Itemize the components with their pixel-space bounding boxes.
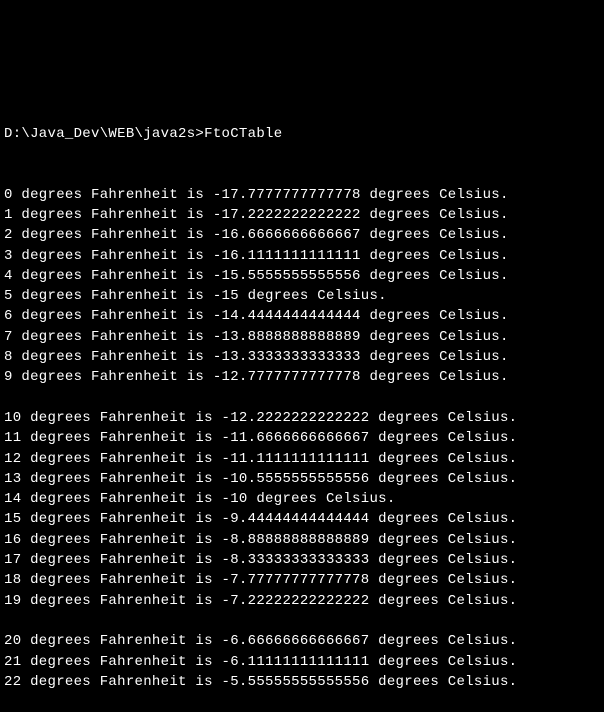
output-line: 15 degrees Fahrenheit is -9.444444444444… (4, 509, 600, 529)
output-line: 7 degrees Fahrenheit is -13.888888888888… (4, 327, 600, 347)
output-line: 5 degrees Fahrenheit is -15 degrees Cels… (4, 286, 600, 306)
terminal-output: 0 degrees Fahrenheit is -17.777777777777… (4, 185, 600, 692)
output-line: 2 degrees Fahrenheit is -16.666666666666… (4, 225, 600, 245)
output-line: 16 degrees Fahrenheit is -8.888888888888… (4, 530, 600, 550)
output-line: 6 degrees Fahrenheit is -14.444444444444… (4, 306, 600, 326)
blank-line (4, 388, 600, 408)
output-line: 22 degrees Fahrenheit is -5.555555555555… (4, 672, 600, 692)
output-line: 4 degrees Fahrenheit is -15.555555555555… (4, 266, 600, 286)
output-line: 12 degrees Fahrenheit is -11.11111111111… (4, 449, 600, 469)
output-line: 1 degrees Fahrenheit is -17.222222222222… (4, 205, 600, 225)
prompt-line: D:\Java_Dev\WEB\java2s>FtoCTable (4, 124, 600, 144)
output-line: 18 degrees Fahrenheit is -7.777777777777… (4, 570, 600, 590)
terminal-window[interactable]: D:\Java_Dev\WEB\java2s>FtoCTable 0 degre… (4, 83, 600, 595)
output-line: 3 degrees Fahrenheit is -16.111111111111… (4, 246, 600, 266)
output-line: 8 degrees Fahrenheit is -13.333333333333… (4, 347, 600, 367)
output-line: 13 degrees Fahrenheit is -10.55555555555… (4, 469, 600, 489)
output-line: 21 degrees Fahrenheit is -6.111111111111… (4, 652, 600, 672)
blank-line (4, 611, 600, 631)
output-line: 11 degrees Fahrenheit is -11.66666666666… (4, 428, 600, 448)
output-line: 20 degrees Fahrenheit is -6.666666666666… (4, 631, 600, 651)
output-line: 14 degrees Fahrenheit is -10 degrees Cel… (4, 489, 600, 509)
output-line: 9 degrees Fahrenheit is -12.777777777777… (4, 367, 600, 387)
output-line: 19 degrees Fahrenheit is -7.222222222222… (4, 591, 600, 611)
output-line: 0 degrees Fahrenheit is -17.777777777777… (4, 185, 600, 205)
output-line: 17 degrees Fahrenheit is -8.333333333333… (4, 550, 600, 570)
output-line: 10 degrees Fahrenheit is -12.22222222222… (4, 408, 600, 428)
